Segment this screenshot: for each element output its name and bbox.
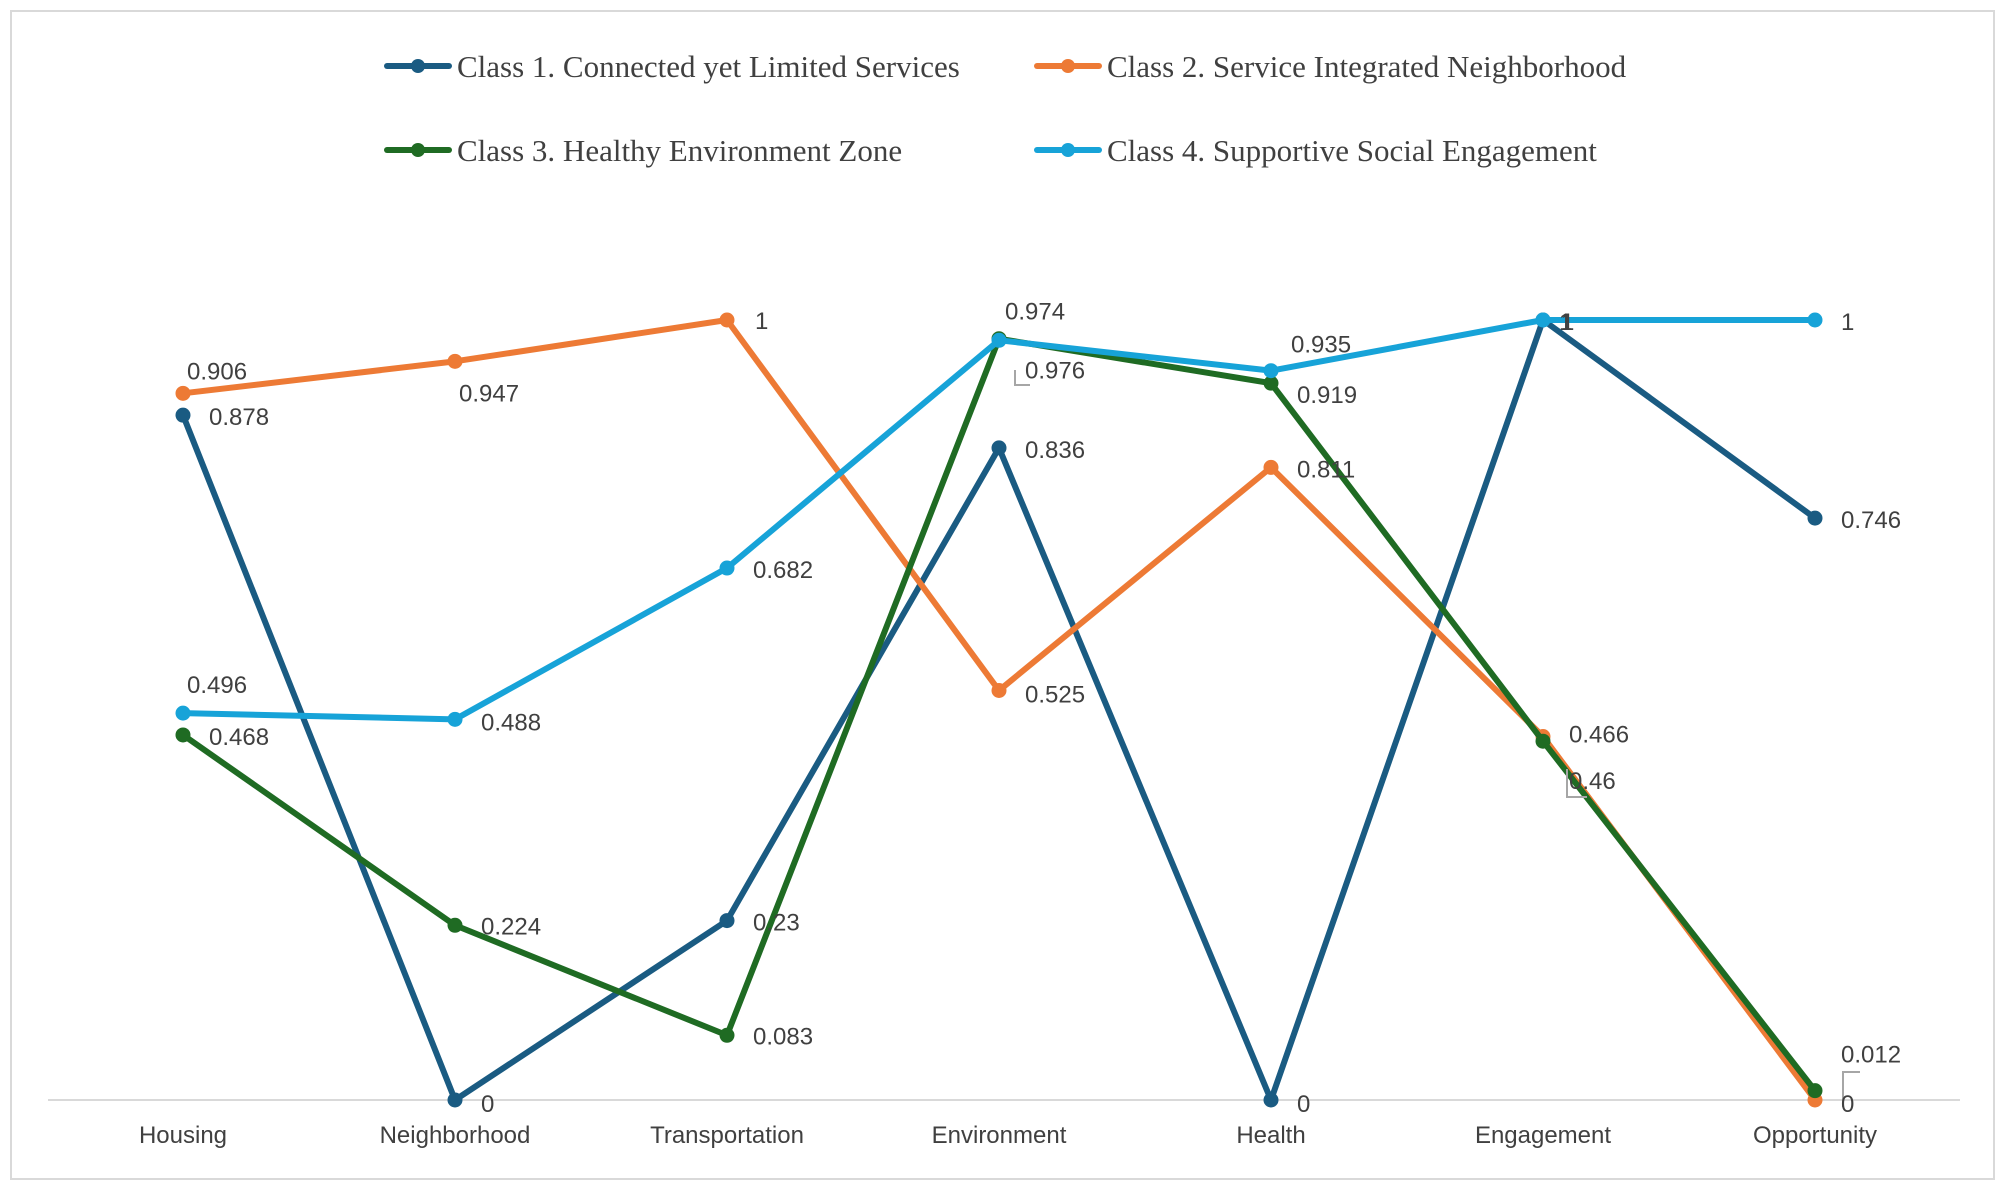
legend-marker	[1061, 59, 1075, 73]
legend-marker	[411, 59, 425, 73]
data-label: 0.23	[753, 910, 800, 937]
data-label: 0.919	[1297, 382, 1357, 409]
data-label: 1	[1561, 309, 1574, 336]
data-point[interactable]	[1263, 1092, 1279, 1108]
data-point[interactable]	[1535, 312, 1551, 328]
legend-item-class-3[interactable]: Class 3. Healthy Environment Zone	[384, 133, 902, 168]
series-class-4	[175, 312, 1823, 727]
data-label: 0.488	[481, 709, 541, 736]
data-label: 1	[1559, 309, 1572, 336]
data-label: 0.083	[753, 1023, 813, 1050]
data-label: 0	[481, 1091, 494, 1118]
data-point[interactable]	[447, 917, 463, 933]
data-label: 0.935	[1291, 332, 1351, 359]
data-label: 0.012	[1841, 1042, 1901, 1069]
data-point[interactable]	[1807, 312, 1823, 328]
data-point[interactable]	[175, 705, 191, 721]
data-point[interactable]	[719, 913, 735, 929]
x-tick-label: Transportation	[650, 1122, 804, 1149]
data-point[interactable]	[1535, 733, 1551, 749]
data-point[interactable]	[447, 353, 463, 369]
legend-label: Class 4. Supportive Social Engagement	[1107, 133, 1597, 168]
data-labels: 0.878 0 0.23 0.836 0 1 0.746 0.906 0.947 1 0.525 0.…	[187, 298, 1901, 1118]
data-point[interactable]	[719, 560, 735, 576]
data-label: 0.746	[1841, 507, 1901, 534]
legend-marker	[1061, 143, 1075, 157]
legend: Class 1. Connected yet Limited Services C…	[384, 49, 1627, 168]
data-label: 0.468	[209, 724, 269, 751]
data-point[interactable]	[1263, 375, 1279, 391]
line-chart: Class 1. Connected yet Limited Services C…	[48, 49, 1960, 1149]
series-class-1	[175, 312, 1823, 1108]
data-label: 1	[755, 308, 768, 335]
data-point[interactable]	[175, 385, 191, 401]
x-tick-label: Housing	[139, 1122, 227, 1149]
data-label: 0.906	[187, 358, 247, 385]
x-tick-label: Opportunity	[1753, 1122, 1877, 1149]
series-layer	[175, 312, 1823, 1108]
label-leader-line	[1842, 1071, 1860, 1107]
data-label: 0.836	[1025, 437, 1085, 464]
data-point[interactable]	[175, 727, 191, 743]
legend-label: Class 2. Service Integrated Neighborhood	[1107, 49, 1627, 84]
data-label: 0.496	[187, 672, 247, 699]
data-label: 0.878	[209, 404, 269, 431]
series-line	[180, 317, 1818, 1103]
label-leader-line	[1014, 370, 1030, 386]
data-label: 1	[1841, 309, 1854, 336]
data-point[interactable]	[991, 683, 1007, 698]
data-label: 0.682	[753, 557, 813, 584]
data-label: 0	[1841, 1091, 1854, 1118]
data-label: 0.46	[1569, 768, 1616, 795]
data-point[interactable]	[1263, 363, 1279, 379]
data-point[interactable]	[175, 407, 191, 423]
data-point[interactable]	[719, 1027, 735, 1043]
x-tick-label: Environment	[932, 1122, 1067, 1149]
series-line	[180, 317, 1818, 1103]
x-axis: Housing Neighborhood Transportation Environ…	[48, 1099, 1960, 1149]
data-point[interactable]	[447, 711, 463, 727]
legend-item-class-1[interactable]: Class 1. Connected yet Limited Services	[384, 49, 960, 84]
data-label: 0.947	[459, 380, 519, 407]
series-class-2	[175, 312, 1823, 1108]
series-line	[180, 317, 1818, 723]
data-label: 0.976	[1025, 358, 1085, 385]
chart-area: Class 1. Connected yet Limited Services C…	[10, 10, 1995, 1180]
data-label: 0	[1297, 1091, 1310, 1118]
data-point[interactable]	[719, 312, 735, 328]
x-tick-label: Engagement	[1475, 1122, 1611, 1149]
data-label: 0.525	[1025, 682, 1085, 709]
data-label: 0.224	[481, 913, 541, 940]
data-label: 0.811	[1297, 456, 1355, 483]
x-tick-label: Neighborhood	[380, 1122, 531, 1149]
legend-marker	[411, 143, 425, 157]
x-tick-label: Health	[1236, 1122, 1305, 1149]
legend-item-class-2[interactable]: Class 2. Service Integrated Neighborhood	[1034, 49, 1627, 84]
data-point[interactable]	[1807, 1083, 1823, 1099]
legend-item-class-4[interactable]: Class 4. Supportive Social Engagement	[1034, 133, 1597, 168]
label-leader-line	[1566, 769, 1587, 798]
data-point[interactable]	[1263, 459, 1279, 475]
data-point[interactable]	[991, 332, 1007, 348]
data-point[interactable]	[991, 440, 1007, 456]
data-point[interactable]	[1807, 510, 1823, 526]
legend-label: Class 1. Connected yet Limited Services	[457, 49, 960, 84]
data-label: 0.466	[1569, 722, 1629, 749]
legend-label: Class 3. Healthy Environment Zone	[457, 133, 902, 168]
data-point[interactable]	[447, 1092, 463, 1108]
data-label: 0.974	[1005, 298, 1065, 325]
